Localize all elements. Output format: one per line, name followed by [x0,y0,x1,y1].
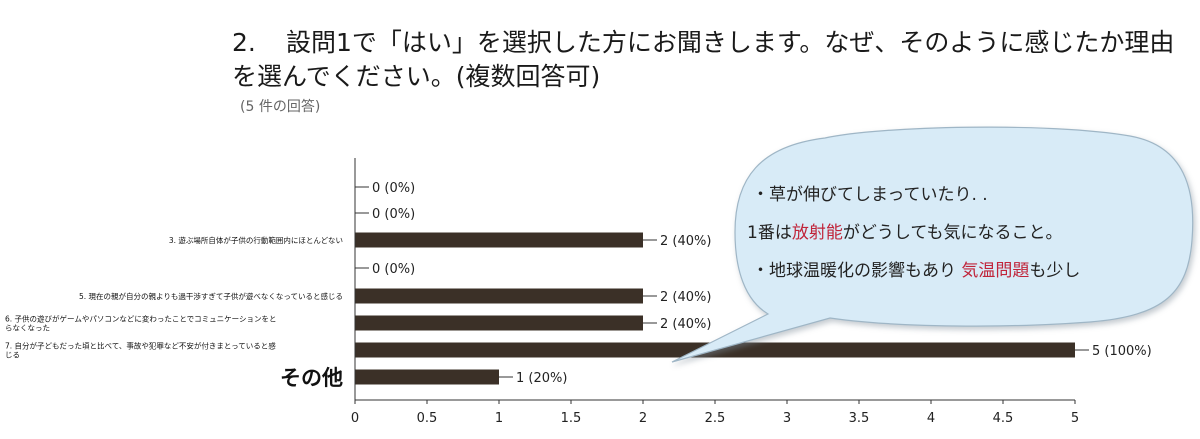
category-label: 7. 自分が子どもだった頃と比べて、事故や犯罪など不安が付きまとっていると感じる [5,341,276,360]
value-label: 2 (40%) [660,290,711,305]
x-tick-label: 2.5 [705,411,726,426]
bar [355,369,499,385]
x-tick-label: 3 [783,411,791,426]
highlight-radiation: 放射能 [791,223,843,243]
bar [355,288,643,304]
x-tick-label: 2 [639,411,647,426]
bar [355,315,643,331]
bars-group [355,232,1075,385]
callout-line-2: 1番は放射能がどうしても気になること。 [747,223,1063,243]
bar [355,232,643,248]
x-tick-label: 5 [1071,411,1079,426]
value-label: 0 (0%) [372,207,415,222]
value-label: 1 (20%) [516,371,567,386]
question-text: 設問1で「はい」を選択した方にお聞きします。なぜ、そのように感じたか理由を選んで… [232,28,1175,91]
question-title: 2. 設問1で「はい」を選択した方にお聞きします。なぜ、そのように感じたか理由を選… [232,26,1192,94]
category-label: その他 [280,366,343,390]
x-tick-label: 1.5 [561,411,582,426]
category-label: 3. 遊ぶ場所自体が子供の行動範囲内にほとんどない [169,235,343,245]
value-label: 0 (0%) [372,262,415,277]
callout-line-1: ・草が伸びてしまっていたり. . [752,185,988,205]
value-label: 5 (100%) [1092,344,1152,359]
question-number: 2. [232,28,256,57]
value-label: 0 (0%) [372,181,415,196]
category-label: 6. 子供の遊びがゲームやパソコンなどに変わったことでコミュニケーションをとらな… [5,314,276,333]
labels-group: 0 (0%) 0 (0%) 2 (40%) 3. 遊ぶ場所自体が子供の行動範囲内にほと… [5,181,1152,390]
x-tick-label: 4 [927,411,935,426]
value-label: 2 (40%) [660,234,711,249]
x-tick-label: 0.5 [417,411,438,426]
category-label: 5. 現在の親が自分の親よりも過干渉すぎて子供が遊べなくなっていると感じる [79,291,343,301]
value-label: 2 (40%) [660,317,711,332]
callout-line-3: ・地球温暖化の影響もあり 気温問題も少し [752,261,1081,281]
x-tick-label: 4.5 [993,411,1014,426]
highlight-temperature: 気温問題 [961,261,1030,281]
x-tick-label: 1 [495,411,503,426]
x-axis: 0 0.5 1 1.5 2 2.5 3 3.5 4 4.5 5 [351,158,1079,426]
x-tick-label: 3.5 [849,411,870,426]
x-tick-label: 0 [351,411,359,426]
speech-bubble-shape [671,126,1194,363]
response-count: (5 件の回答) [240,99,321,115]
